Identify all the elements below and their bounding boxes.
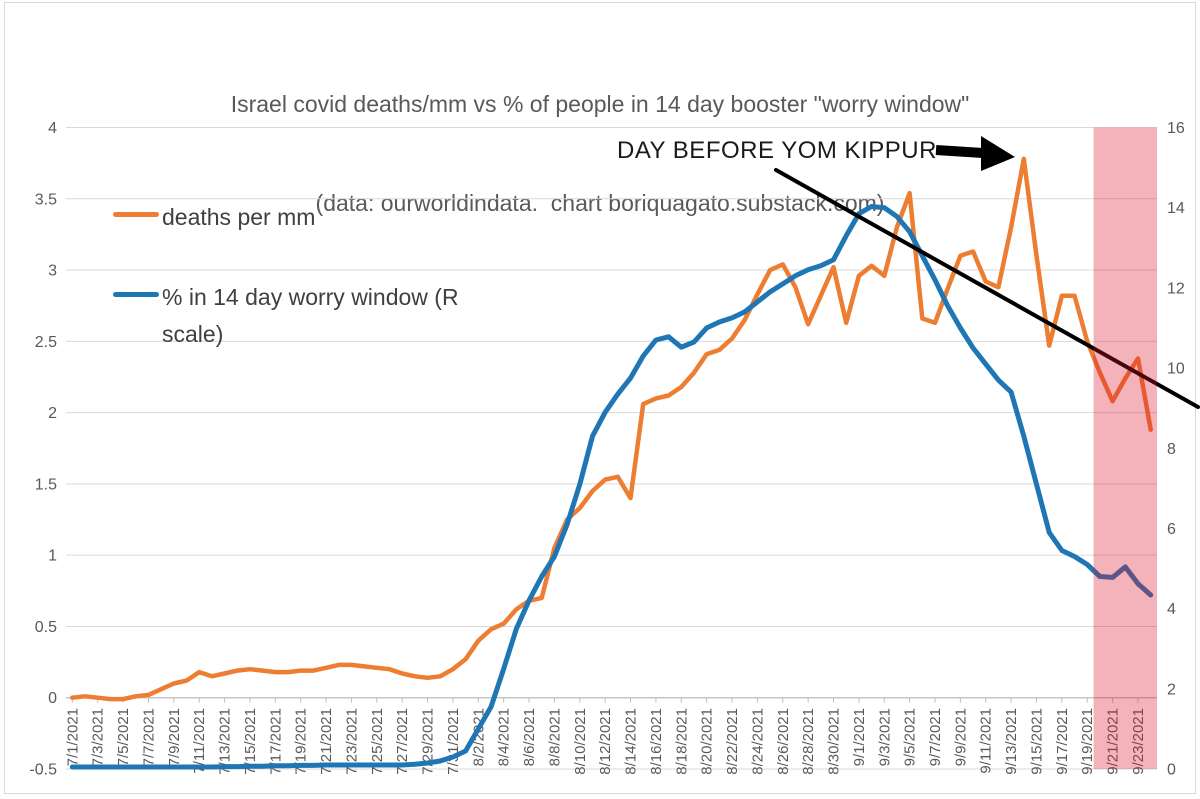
x-tick-label: 7/19/2021 [293,708,310,775]
legend-item-deaths-per-mm: deaths per mm [113,199,315,236]
left-axis-label: 1 [48,548,57,565]
x-tick-label: 9/3/2021 [876,708,893,766]
left-axis-label: 1.5 [35,476,57,493]
x-tick-label: 9/23/2021 [1130,708,1147,775]
left-axis-label: 0 [48,690,57,707]
arrow-shaft [935,145,984,158]
x-tick-label: 8/8/2021 [546,708,563,766]
x-tick-label: 7/11/2021 [191,708,208,774]
x-tick-label: 7/3/2021 [90,708,107,766]
right-axis-label: 0 [1167,762,1176,779]
x-tick-label: 8/14/2021 [623,708,640,775]
chart-title: Israel covid deaths/mm vs % of people in… [230,91,970,117]
deaths-series-swatch-icon [113,212,159,217]
x-tick-label: 7/7/2021 [141,708,158,766]
x-tick-label: 8/18/2021 [673,708,690,775]
left-axis-label: 2 [48,405,57,422]
left-axis-label: -0.5 [29,762,57,779]
x-tick-label: 8/24/2021 [749,708,766,775]
legend-label-deaths-per-mm: deaths per mm [162,204,316,230]
left-axis-label: 3.5 [35,191,57,208]
x-tick-label: 7/13/2021 [217,708,234,775]
right-axis-label: 8 [1167,441,1176,458]
right-axis-label: 12 [1167,280,1185,297]
right-axis-label: 4 [1167,601,1176,618]
x-tick-label: 9/19/2021 [1079,708,1096,775]
left-axis-label: 4 [48,120,57,137]
x-tick-label: 8/20/2021 [699,708,716,775]
x-tick-label: 7/1/2021 [64,708,81,766]
x-tick-label: 9/1/2021 [851,708,868,766]
x-tick-label: 8/30/2021 [826,708,843,775]
x-tick-label: 9/11/2021 [978,708,995,774]
worry-window-series-swatch-icon [113,292,159,297]
yom-kippur-annotation: DAY BEFORE YOM KIPPUR [617,137,937,164]
left-axis-label: 0.5 [35,619,57,636]
arrow-head-icon [981,136,1015,171]
right-axis-label: 6 [1167,521,1176,538]
x-tick-label: 8/22/2021 [724,708,741,775]
x-tick-label: 7/15/2021 [242,708,259,775]
x-tick-label: 7/9/2021 [166,708,183,766]
title-block: Israel covid deaths/mm vs % of people in… [0,22,1200,253]
x-tick-label: 8/10/2021 [572,708,589,775]
legend-item-worry-window: % in 14 day worry window (R scale) [113,279,472,353]
deaths-per-mm-line [70,156,1153,702]
x-tick-label: 8/16/2021 [648,708,665,775]
x-tick-label: 7/31/2021 [445,708,462,775]
x-tick-label: 7/25/2021 [369,708,386,775]
trend-line [774,168,1200,409]
x-tick-label: 9/15/2021 [1029,708,1046,775]
right-axis-label: 2 [1167,681,1176,698]
left-axis-label: 2.5 [35,334,57,351]
right-axis-label: 10 [1167,361,1185,378]
x-tick-label: 8/4/2021 [496,708,513,766]
right-axis-label: 14 [1167,200,1185,217]
x-tick-label: 7/29/2021 [420,708,437,775]
x-tick-label: 9/7/2021 [927,708,944,766]
x-tick-label: 9/21/2021 [1105,708,1122,775]
x-tick-label: 7/23/2021 [343,708,360,775]
worry-window-pct-line [69,204,1154,770]
x-tick-label: 9/17/2021 [1054,708,1071,775]
x-tick-label: 8/12/2021 [597,708,614,775]
x-tick-label: 9/13/2021 [1003,708,1020,775]
legend-label-worry-window: % in 14 day worry window (R scale) [162,284,459,347]
x-tick-label: 9/9/2021 [952,708,969,766]
highlight-band [1093,127,1157,769]
x-tick-label: 9/5/2021 [902,708,919,766]
x-tick-label: 7/21/2021 [318,708,335,775]
x-tick-label: 7/17/2021 [267,708,284,775]
right-axis-label: 16 [1167,120,1185,137]
x-tick-label: 8/28/2021 [800,708,817,775]
x-tick-label: 8/6/2021 [521,708,538,766]
x-tick-label: 7/5/2021 [115,708,132,766]
x-tick-label: 7/27/2021 [394,708,411,775]
left-axis-label: 3 [48,263,57,280]
x-tick-label: 8/26/2021 [775,708,792,775]
